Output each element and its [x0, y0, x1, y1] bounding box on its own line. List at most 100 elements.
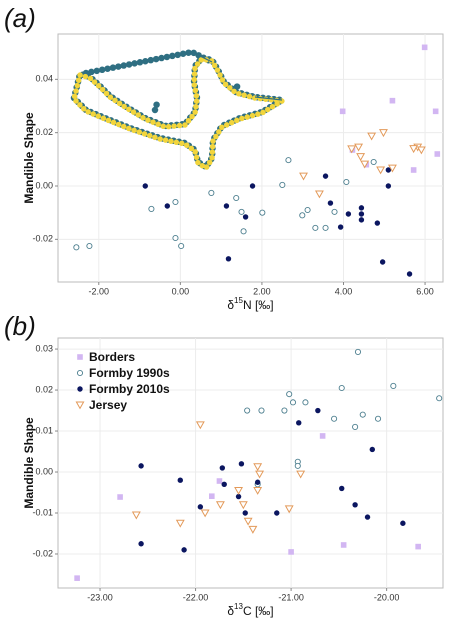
legend-label: Jersey: [89, 398, 127, 412]
point: [409, 145, 419, 154]
point: [354, 348, 362, 355]
x-axis-label: δ15N [‰]: [227, 296, 273, 312]
point: [379, 259, 386, 265]
point: [299, 212, 306, 219]
point: [178, 242, 185, 250]
point: [253, 463, 263, 472]
y-tick-label: 0.04: [35, 74, 53, 84]
point: [358, 211, 365, 217]
point: [242, 510, 248, 516]
point: [200, 509, 210, 518]
point: [221, 481, 227, 488]
point: [181, 547, 187, 553]
x-label-part: 15: [234, 296, 243, 305]
point: [410, 167, 417, 173]
y-tick-label: 0.02: [35, 127, 53, 137]
x-axis-label: δ13C [‰]: [227, 602, 273, 618]
point: [234, 486, 244, 495]
point: [322, 173, 329, 179]
y-axis-label: Mandible Shape: [22, 112, 36, 204]
plot-layer: [58, 338, 443, 588]
y-tick-label: 0.02: [35, 384, 53, 394]
y-tick-label: 0.00: [35, 180, 53, 190]
point: [327, 200, 334, 206]
point: [296, 470, 306, 479]
point: [238, 461, 245, 467]
panel-label: (b): [4, 311, 36, 341]
point: [73, 244, 80, 251]
mandible-outline: [70, 48, 286, 172]
point: [294, 462, 301, 469]
point: [406, 271, 413, 277]
point: [374, 415, 382, 422]
point: [364, 514, 371, 520]
point: [274, 510, 280, 516]
point: [352, 502, 358, 508]
point: [314, 190, 324, 199]
point: [172, 234, 179, 242]
point: [195, 421, 205, 430]
plot-area: [57, 33, 444, 283]
point: [400, 520, 406, 526]
point: [233, 194, 240, 202]
point: [219, 465, 226, 471]
point: [197, 504, 204, 510]
x-label-part: δ: [227, 298, 234, 312]
point: [208, 189, 215, 196]
y-tick-label: -0.01: [32, 507, 53, 517]
point: [302, 399, 309, 406]
x-tick-label: 6.00: [416, 286, 434, 296]
point: [389, 97, 396, 104]
legend-label: Formby 2010s: [89, 382, 170, 396]
point: [358, 205, 365, 211]
point: [259, 209, 266, 216]
point: [415, 543, 421, 550]
point: [286, 391, 293, 398]
point: [164, 203, 171, 209]
point: [235, 493, 242, 500]
point: [249, 183, 256, 189]
point: [215, 501, 225, 510]
point: [345, 211, 352, 217]
point: [416, 146, 426, 155]
point: [138, 463, 144, 469]
point: [242, 214, 249, 220]
point: [238, 208, 245, 215]
point: [354, 143, 364, 152]
point: [177, 477, 183, 483]
legend-swatch: [76, 369, 84, 377]
point: [255, 470, 265, 479]
point: [387, 164, 397, 173]
point: [258, 407, 265, 414]
point: [337, 224, 344, 230]
point: [312, 224, 319, 231]
legend-label: Formby 1990s: [89, 366, 170, 380]
point: [385, 167, 392, 173]
point: [339, 485, 345, 492]
point: [370, 158, 377, 166]
point: [281, 407, 288, 414]
point: [299, 172, 308, 181]
x-label-part: 13: [234, 602, 243, 611]
x-label-part: C [‰]: [243, 604, 274, 618]
outline-light: [71, 55, 285, 172]
point: [374, 220, 381, 226]
point: [254, 479, 261, 485]
point: [209, 493, 215, 499]
point: [367, 132, 377, 141]
point: [148, 205, 155, 212]
point: [360, 160, 370, 169]
point: [142, 183, 148, 189]
point: [253, 486, 263, 495]
point: [331, 208, 338, 215]
point: [86, 242, 93, 250]
plot-area: [57, 337, 444, 589]
point: [358, 217, 365, 223]
point: [436, 395, 443, 402]
point: [359, 411, 366, 418]
point: [331, 415, 338, 422]
x-tick-label: -23.00: [87, 592, 113, 602]
point: [131, 511, 141, 520]
y-tick-label: -0.02: [32, 234, 53, 244]
y-tick-label: 0.03: [35, 343, 53, 353]
